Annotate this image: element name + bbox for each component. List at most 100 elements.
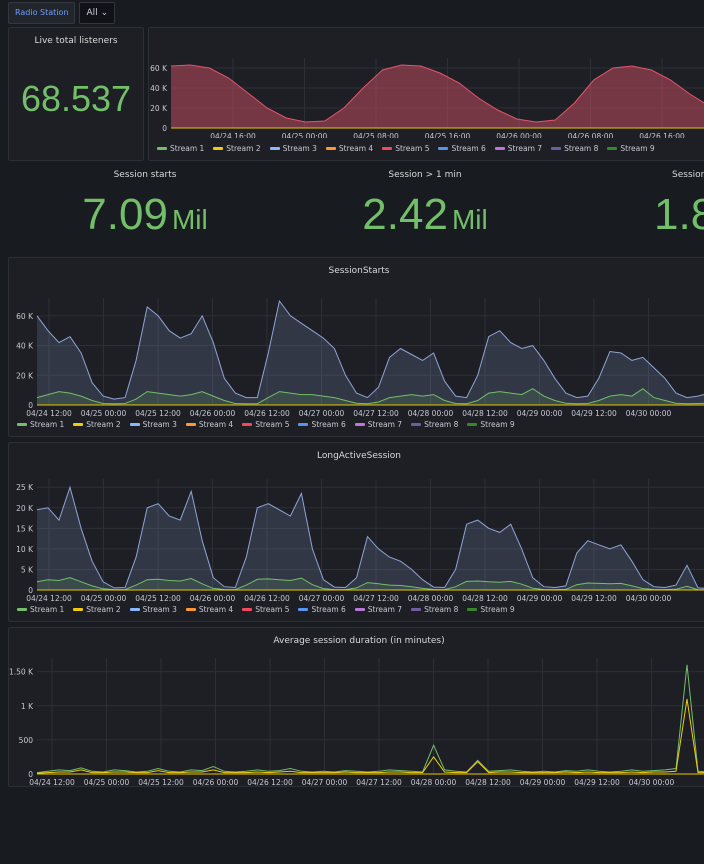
stat-title: Session — [672, 170, 704, 180]
live-legend: Stream 1 Stream 2 Stream 3 Stream 4 Stream 5… — [157, 144, 655, 153]
x-tick-label: 04/27 00:00 — [299, 409, 345, 418]
x-tick-label: 04/27 00:00 — [302, 778, 348, 786]
x-tick-label: 04/26 00:00 — [193, 778, 239, 786]
radio-station-select-value: All — [86, 8, 98, 18]
legend-item[interactable]: Stream 9 — [467, 605, 515, 614]
x-tick-label: 04/25 12:00 — [138, 778, 184, 786]
stat-number: 7.09 — [82, 190, 168, 239]
stat-number: 1.8 — [654, 190, 704, 239]
legend-swatch — [354, 608, 365, 611]
x-tick-label: 04/25 00:00 — [282, 132, 328, 138]
legend-label: Stream 8 — [424, 605, 459, 614]
legend-item[interactable]: Stream 6 — [298, 605, 346, 614]
x-tick-label: 04/25 12:00 — [135, 409, 181, 418]
legend-swatch — [411, 608, 422, 611]
stat-session-starts: Session starts 7.09 Mil — [0, 162, 290, 242]
legend-item[interactable]: Stream 8 — [411, 605, 458, 614]
x-tick-label: 04/28 12:00 — [462, 409, 508, 418]
y-tick-label: 20 K — [150, 104, 168, 113]
legend-item[interactable]: Stream 2 — [73, 420, 121, 429]
legend-swatch — [438, 147, 449, 150]
series-area — [37, 577, 704, 590]
legend-item[interactable]: Stream 4 — [185, 605, 234, 614]
legend-item[interactable]: Stream 3 — [129, 605, 177, 614]
legend-label: Stream 6 — [311, 605, 346, 614]
legend-item[interactable]: Stream 1 — [157, 144, 204, 153]
stat-value: 7.09 Mil — [0, 190, 290, 240]
legend-item[interactable]: Stream 2 — [213, 144, 261, 153]
x-tick-label: 04/29 00:00 — [517, 594, 563, 603]
legend-label: Stream 7 — [367, 420, 403, 429]
legend-swatch — [298, 608, 309, 611]
legend-label: Stream 2 — [226, 144, 261, 153]
avg-session-duration-chart: 0 500 1 K 1.50 K 04/24 12:00 04/25 00:00 04/25… — [9, 658, 704, 786]
legend-label: Stream 4 — [198, 605, 234, 614]
long-active-session-title: LongActiveSession — [317, 451, 401, 461]
legend-item[interactable]: Stream 7 — [494, 144, 542, 153]
legend-item[interactable]: Stream 8 — [551, 144, 598, 153]
legend-item[interactable]: Stream 5 — [242, 605, 289, 614]
legend-item[interactable]: Stream 7 — [354, 605, 402, 614]
legend-item[interactable]: Stream 9 — [467, 420, 515, 429]
legend-item[interactable]: Stream 1 — [17, 420, 64, 429]
y-tick-label: 0 — [28, 770, 33, 779]
x-tick-label: 04/25 00:00 — [81, 409, 127, 418]
legend-item[interactable]: Stream 5 — [242, 420, 289, 429]
x-tick-label: 04/26 12:00 — [244, 409, 290, 418]
y-tick-label: 10 K — [16, 545, 34, 554]
legend-item[interactable]: Stream 9 — [607, 144, 655, 153]
y-tick-label: 0 — [162, 124, 167, 133]
legend-item[interactable]: Stream 4 — [325, 144, 373, 153]
series-line — [36, 577, 704, 591]
legend-item[interactable]: Stream 1 — [17, 605, 64, 614]
legend-label: Stream 5 — [255, 605, 290, 614]
legend-label: Stream 2 — [86, 420, 121, 429]
legend-swatch — [354, 423, 365, 426]
legend-swatch — [129, 423, 140, 426]
legend-item[interactable]: Stream 7 — [354, 420, 403, 429]
legend-item[interactable]: Stream 3 — [269, 144, 317, 153]
legend-swatch — [185, 423, 196, 426]
live-listeners-panel: Live total listeners 68.537 — [8, 27, 144, 161]
legend-item[interactable]: Stream 6 — [298, 420, 346, 429]
legend-label: Stream 9 — [480, 420, 515, 429]
series-line — [36, 388, 704, 405]
radio-station-select[interactable]: All ⌄ — [79, 2, 116, 24]
y-tick-label: 25 K — [16, 483, 34, 492]
legend-swatch — [73, 423, 84, 426]
x-tick-label: 04/25 00:00 — [81, 594, 127, 603]
legend-label: Stream 6 — [311, 420, 346, 429]
stat-session-1min: Session > 1 min 2.42 Mil — [280, 162, 570, 242]
series-line — [36, 485, 704, 589]
legend-swatch — [17, 423, 27, 426]
legend-swatch — [467, 608, 478, 611]
chevron-down-icon: ⌄ — [100, 8, 109, 18]
legend-item[interactable]: Stream 4 — [185, 420, 233, 429]
session-starts-title: SessionStarts — [328, 266, 390, 276]
x-tick-label: 04/26 08:00 — [568, 132, 614, 138]
legend-swatch — [325, 147, 336, 150]
legend-label: Stream 5 — [255, 420, 290, 429]
legend-swatch — [73, 608, 84, 611]
legend-item[interactable]: Stream 6 — [438, 144, 486, 153]
x-tick-label: 04/24 12:00 — [26, 594, 72, 603]
x-tick-label: 04/25 00:00 — [84, 778, 130, 786]
live-listeners-chart-panel: 0 20 K 40 K 60 K 04/24 16:00 04/25 00:00 04/25… — [148, 27, 704, 161]
legend-label: Stream 3 — [142, 605, 177, 614]
x-tick-label: 04/26 00:00 — [190, 409, 236, 418]
x-tick-label: 04/30 00:00 — [629, 778, 675, 786]
legend-item[interactable]: Stream 5 — [382, 144, 429, 153]
legend-item[interactable]: Stream 3 — [129, 420, 177, 429]
stat-value: 2.42 Mil — [280, 190, 570, 240]
live-listeners-title: Live total listeners — [34, 36, 118, 46]
x-tick-label: 04/27 12:00 — [353, 594, 399, 603]
avg-session-duration-panel: Average session duration (in minutes) 0 5… — [8, 627, 704, 787]
y-tick-label: 60 K — [16, 312, 34, 321]
legend-label: Stream 6 — [451, 144, 486, 153]
y-tick-label: 500 — [19, 736, 34, 745]
legend-item[interactable]: Stream 8 — [411, 420, 458, 429]
legend-swatch — [157, 147, 167, 150]
legend-swatch — [607, 147, 618, 150]
legend-item[interactable]: Stream 2 — [73, 605, 121, 614]
x-tick-label: 04/28 00:00 — [408, 594, 454, 603]
